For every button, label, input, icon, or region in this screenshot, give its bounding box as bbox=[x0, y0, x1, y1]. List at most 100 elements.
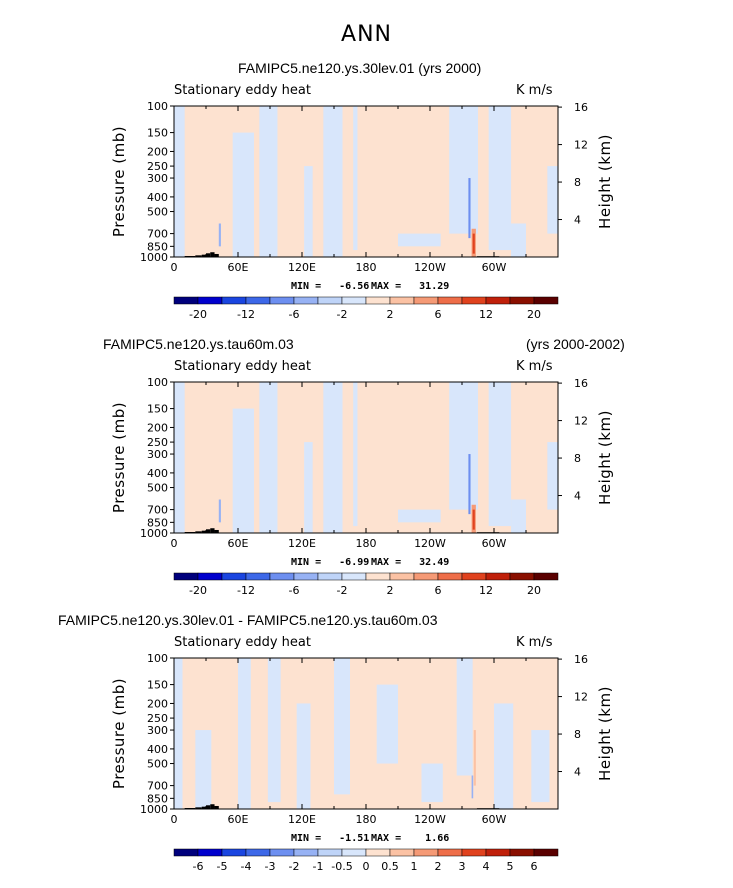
colorbar-label: 6 bbox=[435, 584, 442, 597]
colorbar-swatch bbox=[197, 572, 223, 581]
colorbar-swatch bbox=[533, 848, 559, 857]
colorbar-swatch bbox=[461, 572, 487, 581]
x-tick-label: 60W bbox=[482, 813, 507, 826]
panel-1-units: K m/s bbox=[516, 83, 553, 98]
colorbar-label: 6 bbox=[435, 308, 442, 321]
negative-region bbox=[323, 382, 343, 533]
colorbar-swatch bbox=[413, 296, 439, 305]
y-tick-label: 150 bbox=[147, 403, 168, 416]
negative-region bbox=[232, 132, 254, 257]
negative-streak bbox=[218, 223, 221, 247]
x-tick-label: 120W bbox=[414, 261, 446, 274]
y-right-tick-label: 4 bbox=[574, 766, 581, 779]
colorbar-swatch bbox=[173, 848, 199, 857]
negative-region bbox=[296, 703, 311, 809]
negative-region bbox=[304, 166, 313, 257]
y-tick-label: 850 bbox=[147, 516, 168, 529]
negative-streak bbox=[218, 499, 221, 523]
figure-title: ANN bbox=[341, 22, 392, 47]
y-tick-label: 250 bbox=[147, 436, 168, 449]
y-right-tick-label: 16 bbox=[574, 101, 588, 114]
colorbar-swatch bbox=[341, 572, 367, 581]
colorbar-label: -6 bbox=[289, 584, 300, 597]
topography bbox=[210, 252, 215, 257]
y-tick-label: 200 bbox=[147, 145, 168, 158]
y-axis-label-right: Height (km) bbox=[596, 134, 614, 229]
topography bbox=[214, 253, 219, 257]
topography bbox=[206, 253, 211, 257]
colorbar-swatch bbox=[341, 848, 367, 857]
x-tick-label: 180 bbox=[356, 261, 377, 274]
panel-3-max: MAX = 1.66 bbox=[371, 833, 450, 844]
y-right-tick-label: 4 bbox=[574, 490, 581, 503]
topography bbox=[195, 531, 202, 533]
negative-region bbox=[488, 382, 512, 527]
colorbar-label: 12 bbox=[479, 308, 493, 321]
colorbar-swatch bbox=[317, 296, 343, 305]
x-tick-label: 120E bbox=[288, 261, 316, 274]
panel-3-case-title: FAMIPC5.ne120.ys.30lev.01 - FAMIPC5.ne12… bbox=[58, 612, 438, 628]
y-right-tick-label: 4 bbox=[574, 214, 581, 227]
negative-region bbox=[494, 703, 514, 809]
colorbar-swatch bbox=[533, 296, 559, 305]
y-right-tick-label: 8 bbox=[574, 452, 581, 465]
panel-1-min: MIN = -6.56 bbox=[291, 281, 370, 292]
panel-3-units: K m/s bbox=[516, 635, 553, 650]
panel-3-min: MIN = -1.51 bbox=[291, 833, 370, 844]
y-axis-label-left: Pressure (mb) bbox=[110, 678, 128, 789]
x-tick-label: 0 bbox=[171, 537, 178, 550]
x-tick-label: 60E bbox=[228, 813, 249, 826]
x-tick-label: 180 bbox=[356, 537, 377, 550]
colorbar-swatch bbox=[173, 296, 199, 305]
negative-region bbox=[259, 382, 278, 533]
negative-region bbox=[259, 106, 278, 257]
colorbar-label: 0 bbox=[363, 860, 370, 873]
panel-2-units: K m/s bbox=[516, 359, 553, 374]
topography bbox=[195, 255, 202, 257]
colorbar-label: -6 bbox=[193, 860, 204, 873]
colorbar-label: 3 bbox=[459, 860, 466, 873]
colorbar-swatch bbox=[485, 296, 511, 305]
negative-region bbox=[547, 166, 558, 234]
colorbar-swatch bbox=[437, 848, 463, 857]
y-tick-label: 850 bbox=[147, 240, 168, 253]
x-tick-label: 120W bbox=[414, 537, 446, 550]
colorbar-swatch bbox=[293, 296, 319, 305]
colorbar-swatch bbox=[173, 572, 199, 581]
y-tick-label: 400 bbox=[147, 467, 168, 480]
negative-streak bbox=[468, 178, 471, 239]
negative-region bbox=[195, 730, 212, 809]
negative-region bbox=[238, 658, 251, 809]
negative-region bbox=[304, 442, 313, 533]
y-tick-label: 1000 bbox=[140, 251, 168, 264]
colorbar-swatch bbox=[461, 296, 487, 305]
colorbar-label: 6 bbox=[531, 860, 538, 873]
y-tick-label: 850 bbox=[147, 792, 168, 805]
positive-streak bbox=[473, 730, 476, 786]
colorbar-label: -1 bbox=[313, 860, 324, 873]
colorbar-label: -3 bbox=[265, 860, 276, 873]
negative-region bbox=[456, 658, 473, 776]
negative-streak bbox=[468, 454, 471, 515]
colorbar-swatch bbox=[317, 572, 343, 581]
y-axis-label-left: Pressure (mb) bbox=[110, 402, 128, 513]
y-tick-label: 100 bbox=[147, 100, 168, 113]
panel-3-colorbar: -6 -5 -4 -3 -2 -1 -0.5 0 0.5 1 2 3 4 5 6 bbox=[173, 848, 559, 873]
colorbar-swatch bbox=[245, 848, 271, 857]
colorbar-swatch bbox=[197, 848, 223, 857]
negative-region bbox=[449, 382, 478, 510]
x-tick-label: 60W bbox=[482, 537, 507, 550]
y-tick-label: 1000 bbox=[140, 527, 168, 540]
x-tick-label: 120E bbox=[288, 813, 316, 826]
y-right-tick-label: 8 bbox=[574, 176, 581, 189]
y-tick-label: 200 bbox=[147, 697, 168, 710]
topography bbox=[206, 529, 211, 533]
y-tick-label: 700 bbox=[147, 504, 168, 517]
y-axis-label-right: Height (km) bbox=[596, 410, 614, 505]
y-axis-label-right: Height (km) bbox=[596, 686, 614, 781]
negative-region bbox=[174, 382, 185, 533]
colorbar-label: 12 bbox=[479, 584, 493, 597]
x-tick-label: 180 bbox=[356, 813, 377, 826]
